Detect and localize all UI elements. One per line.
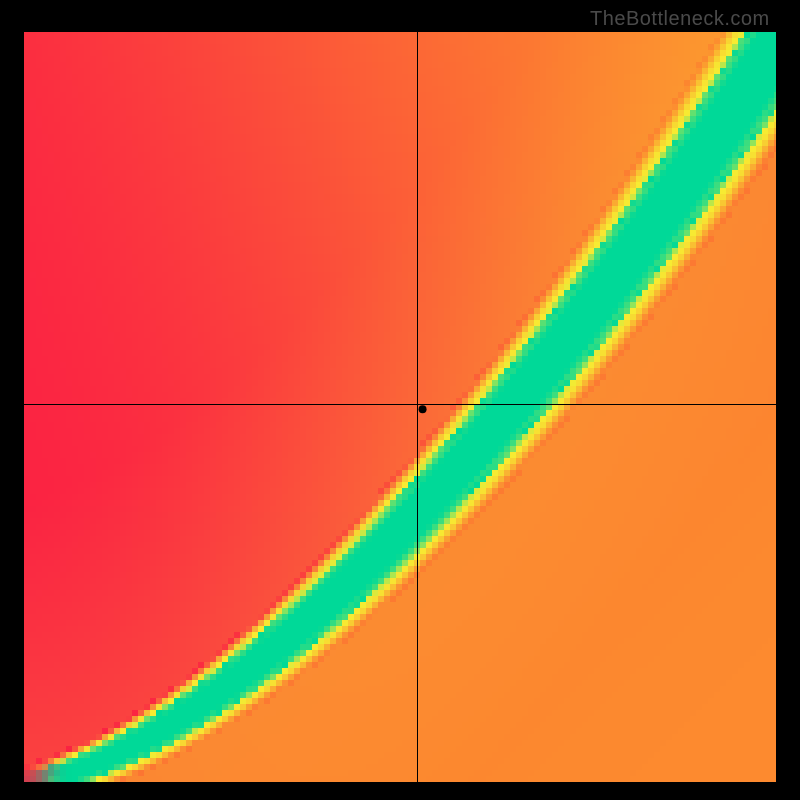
watermark-text: TheBottleneck.com <box>590 8 770 31</box>
chart-container: TheBottleneck.com <box>0 0 800 800</box>
bottleneck-heatmap <box>0 0 800 800</box>
